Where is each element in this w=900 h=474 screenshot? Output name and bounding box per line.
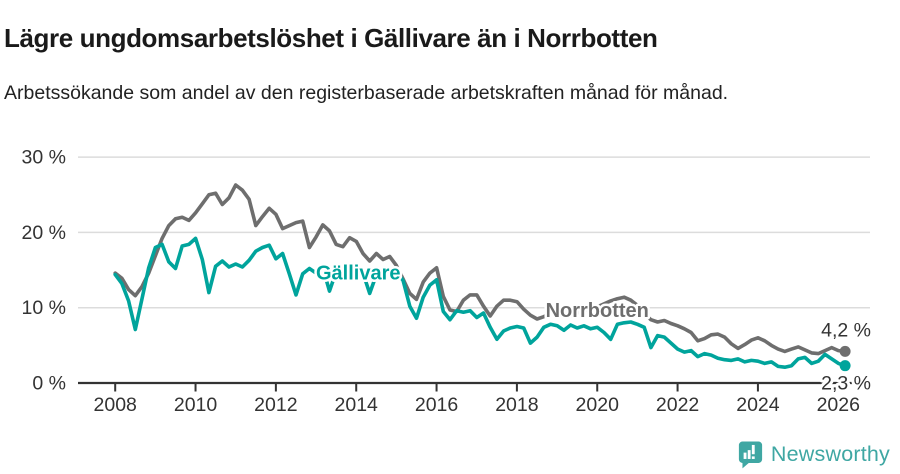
x-axis-tick-label: 2024 xyxy=(736,394,780,416)
x-axis-tick-label: 2018 xyxy=(495,394,538,416)
series-line-gällivare xyxy=(113,236,847,370)
x-axis-tick-label: 2016 xyxy=(415,394,458,416)
page-title: Lägre ungdomsarbetslöshet i Gällivare än… xyxy=(4,23,658,54)
x-axis-tick-label: 2008 xyxy=(94,394,137,416)
end-value-label-gällivare: 2,3 % xyxy=(821,373,871,395)
x-axis-tick-label: 2026 xyxy=(817,394,860,416)
end-dot-gällivare xyxy=(839,360,851,372)
newsworthy-wordmark: Newsworthy xyxy=(770,442,890,466)
end-dot-norrbotten xyxy=(839,345,851,357)
newsworthy-logo-icon xyxy=(738,440,763,469)
x-axis-tick-label: 2012 xyxy=(254,394,297,416)
y-axis-tick-label: 10 % xyxy=(22,297,66,319)
series-label-gällivare: Gällivare xyxy=(316,262,401,284)
newsworthy-branding: Newsworthy xyxy=(738,440,890,469)
series-label-norrbotten: Norrbotten xyxy=(546,300,649,322)
x-axis-tick-label: 2014 xyxy=(335,394,379,416)
x-axis-tick-label: 2022 xyxy=(656,394,699,416)
series-line-norrbotten xyxy=(113,183,847,356)
end-value-label-norrbotten: 4,2 % xyxy=(821,319,871,341)
x-axis-tick-label: 2010 xyxy=(174,394,218,416)
chart-subtitle: Arbetssökande som andel av den registerb… xyxy=(4,81,729,104)
x-axis-tick-label: 2020 xyxy=(576,394,620,416)
y-axis-tick-label: 0 % xyxy=(32,373,66,395)
y-axis-tick-label: 20 % xyxy=(22,222,66,244)
y-axis-tick-label: 30 % xyxy=(22,147,66,169)
